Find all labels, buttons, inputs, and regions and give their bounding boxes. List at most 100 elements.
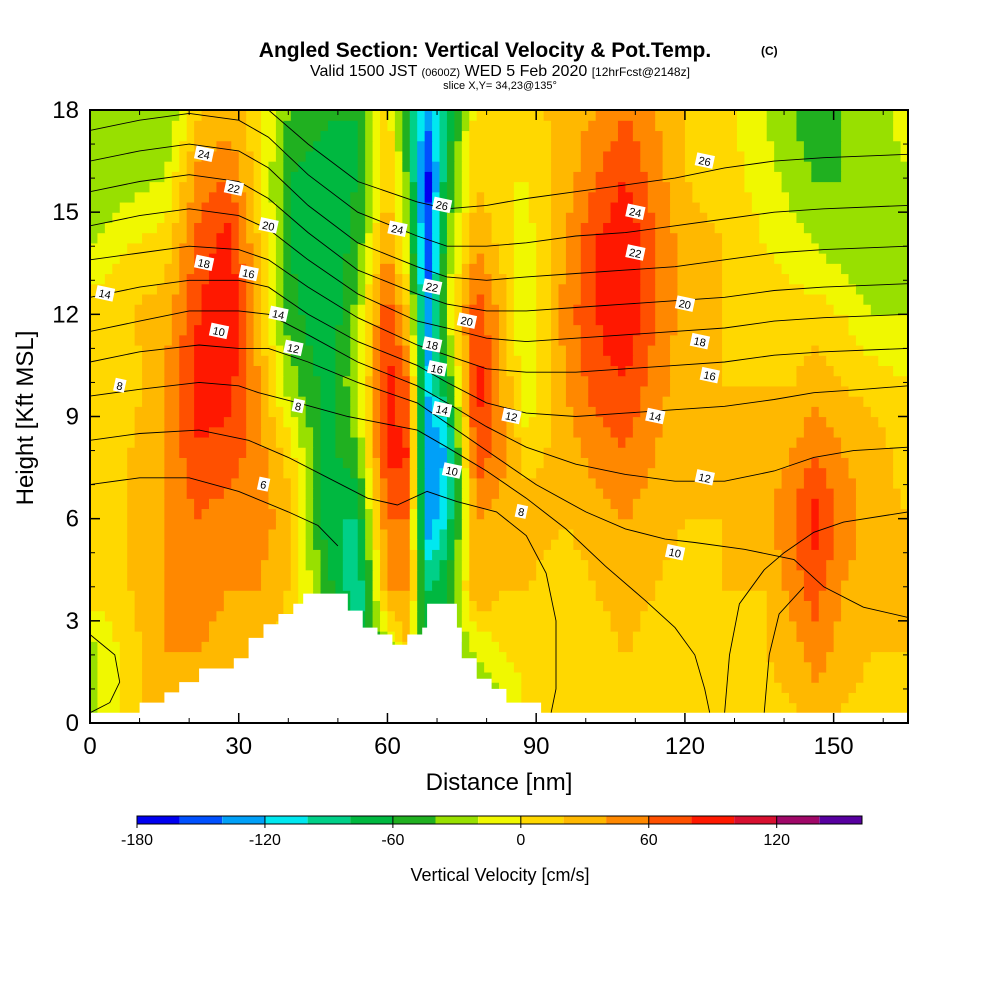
- contour-label-box: [238, 264, 259, 282]
- velocity-cell: [469, 130, 552, 142]
- velocity-cell: [789, 447, 842, 458]
- velocity-cell: [521, 396, 537, 407]
- velocity-cell: [238, 181, 255, 193]
- contour-label-text: 16: [241, 267, 255, 281]
- velocity-cell: [402, 253, 411, 264]
- velocity-cell: [417, 477, 426, 489]
- velocity-cell: [127, 559, 165, 571]
- velocity-cell: [290, 498, 299, 510]
- velocity-cell: [841, 375, 908, 387]
- velocity-cell: [194, 344, 240, 356]
- velocity-cell: [774, 528, 798, 540]
- velocity-cell: [387, 120, 396, 132]
- velocity-cell: [789, 600, 812, 612]
- velocity-cell: [342, 293, 359, 305]
- velocity-cell: [179, 355, 195, 367]
- velocity-cell: [179, 447, 247, 458]
- velocity-cell: [796, 702, 842, 714]
- velocity-cell: [469, 283, 493, 295]
- y-tick-label: 12: [52, 301, 79, 328]
- velocity-cell: [506, 283, 515, 295]
- velocity-cell: [261, 140, 277, 152]
- title-forecast-info: [12hrFcst@2148z]: [592, 65, 690, 79]
- velocity-cell: [491, 212, 515, 223]
- velocity-cell: [558, 334, 582, 346]
- velocity-cell: [380, 283, 396, 295]
- velocity-cell: [365, 140, 374, 152]
- velocity-cell: [208, 631, 270, 642]
- velocity-cell: [357, 120, 366, 132]
- velocity-cell: [617, 120, 634, 132]
- velocity-cell: [446, 579, 455, 591]
- velocity-cell: [365, 191, 374, 203]
- colorbar-swatch: [648, 816, 692, 824]
- velocity-cell: [275, 518, 292, 530]
- velocity-cell: [186, 314, 203, 326]
- velocity-cell: [409, 518, 418, 530]
- velocity-cell: [893, 457, 908, 469]
- velocity-cell: [275, 355, 284, 367]
- velocity-cell: [796, 631, 835, 642]
- velocity-cell: [357, 528, 366, 540]
- velocity-cell: [417, 457, 426, 469]
- velocity-cell: [670, 344, 723, 356]
- velocity-cell: [446, 273, 455, 285]
- velocity-cell: [90, 314, 136, 326]
- velocity-cell: [134, 416, 165, 428]
- velocity-cell: [722, 273, 790, 285]
- velocity-cell: [491, 436, 508, 448]
- velocity-cell: [484, 304, 500, 315]
- velocity-cell: [565, 263, 582, 275]
- velocity-cell: [394, 242, 403, 254]
- velocity-cell: [424, 130, 433, 142]
- velocity-cell: [261, 406, 270, 418]
- velocity-cell: [409, 120, 418, 132]
- velocity-cell: [565, 385, 589, 397]
- velocity-cell: [261, 181, 270, 193]
- velocity-cell: [253, 171, 262, 183]
- velocity-cell: [201, 150, 240, 162]
- velocity-cell: [432, 150, 441, 162]
- velocity-cell: [394, 385, 411, 397]
- velocity-cell: [365, 539, 374, 550]
- velocity-cell: [833, 365, 894, 377]
- velocity-cell: [313, 477, 322, 489]
- velocity-cell: [424, 355, 433, 367]
- velocity-cell: [394, 201, 403, 213]
- velocity-cell: [372, 488, 381, 499]
- velocity-cell: [424, 263, 433, 275]
- velocity-cell: [469, 508, 478, 520]
- theta-contour-18: [90, 208, 908, 343]
- velocity-cell: [127, 539, 165, 550]
- colorbar-swatch: [606, 816, 649, 824]
- velocity-cell: [283, 181, 292, 193]
- velocity-cell: [811, 344, 820, 356]
- velocity-cell: [499, 314, 508, 326]
- velocity-cell: [357, 334, 366, 346]
- velocity-cell: [298, 436, 314, 448]
- velocity-cell: [283, 304, 299, 315]
- velocity-cell: [305, 539, 314, 550]
- velocity-cell: [454, 365, 463, 377]
- velocity-cell: [432, 314, 441, 326]
- velocity-cell: [432, 120, 441, 132]
- velocity-cell: [722, 579, 783, 591]
- velocity-cell: [446, 406, 455, 418]
- contour-label-text: 14: [648, 410, 662, 424]
- velocity-cell: [833, 620, 908, 632]
- velocity-cell: [677, 539, 723, 550]
- velocity-cell: [380, 426, 389, 438]
- velocity-cell: [580, 355, 612, 367]
- velocity-cell: [142, 365, 165, 377]
- velocity-cell: [662, 569, 723, 581]
- velocity-cell: [454, 242, 463, 254]
- velocity-cell: [855, 528, 908, 540]
- velocity-cell: [722, 242, 768, 254]
- velocity-cell: [90, 436, 136, 448]
- velocity-cell: [499, 692, 522, 704]
- velocity-cell: [417, 375, 426, 387]
- velocity-cell: [424, 436, 441, 448]
- velocity-cell: [171, 304, 188, 315]
- velocity-cell: [670, 191, 693, 203]
- velocity-cell: [454, 406, 463, 418]
